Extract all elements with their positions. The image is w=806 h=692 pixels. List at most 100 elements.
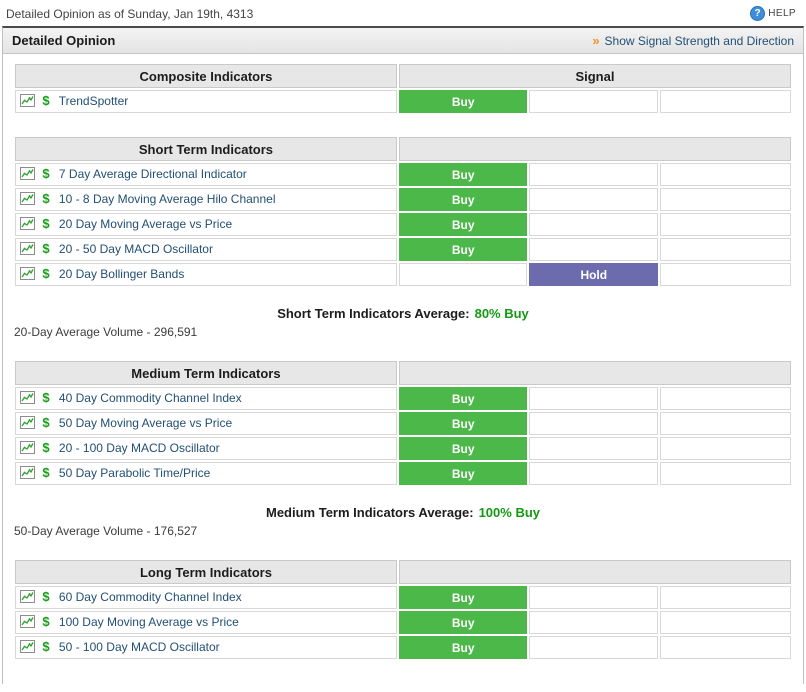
indicator-row: $ 60 Day Commodity Channel Index Buy	[15, 586, 791, 609]
quote-dollar-icon[interactable]: $	[42, 440, 50, 455]
mini-chart-icon[interactable]	[20, 590, 35, 606]
signal-cell-buy: Buy	[398, 188, 528, 211]
signal-column-header	[398, 560, 791, 584]
table-header-row: Short Term Indicators	[15, 137, 791, 161]
panel-title: Detailed Opinion	[12, 33, 116, 48]
mini-chart-icon[interactable]	[20, 217, 35, 233]
quote-dollar-icon[interactable]: $	[42, 266, 50, 281]
mini-chart-icon[interactable]	[20, 615, 35, 631]
quote-dollar-icon[interactable]: $	[42, 589, 50, 604]
indicator-link[interactable]: 50 Day Moving Average vs Price	[58, 416, 233, 430]
table-header-row: Medium Term Indicators	[15, 361, 791, 385]
indicator-table: Medium Term Indicators $ 40 Day Commodit…	[13, 359, 793, 487]
mini-chart-icon[interactable]	[20, 192, 35, 208]
signal-cell	[660, 90, 791, 113]
indicator-link[interactable]: 20 Day Bollinger Bands	[58, 267, 185, 281]
signal-column-header	[398, 137, 791, 161]
indicator-link[interactable]: 60 Day Commodity Channel Index	[58, 590, 242, 604]
signal-cell	[529, 213, 659, 236]
quote-dollar-icon[interactable]: $	[42, 465, 50, 480]
signal-cell	[529, 611, 659, 634]
signal-cell	[660, 437, 791, 460]
quote-dollar-icon[interactable]: $	[42, 390, 50, 405]
indicator-link[interactable]: 100 Day Moving Average vs Price	[58, 615, 239, 629]
indicator-section: Composite Indicators Signal $ TrendSpott…	[13, 62, 793, 115]
indicator-cell: $ 10 - 8 Day Moving Average Hilo Channel	[15, 188, 397, 211]
signal-cell	[660, 163, 791, 186]
indicator-link[interactable]: 50 - 100 Day MACD Oscillator	[58, 640, 220, 654]
help-question-icon: ?	[750, 6, 766, 21]
indicator-table: Long Term Indicators $ 60 Day Commodity …	[13, 558, 793, 661]
panel-content: Composite Indicators Signal $ TrendSpott…	[3, 54, 803, 671]
mini-chart-icon[interactable]	[20, 94, 35, 110]
quote-dollar-icon[interactable]: $	[42, 191, 50, 206]
signal-cell	[660, 263, 791, 286]
indicator-section: Short Term Indicators $ 7 Day Average Di…	[13, 135, 793, 339]
signal-cell	[529, 188, 659, 211]
signal-cell	[660, 387, 791, 410]
signal-cell	[529, 586, 659, 609]
indicator-section: Long Term Indicators $ 60 Day Commodity …	[13, 558, 793, 661]
indicator-link[interactable]: TrendSpotter	[58, 94, 129, 108]
signal-cell	[660, 188, 791, 211]
signal-cell	[660, 213, 791, 236]
section-header: Medium Term Indicators	[15, 361, 397, 385]
show-signal-strength-link[interactable]: » Show Signal Strength and Direction	[592, 33, 794, 48]
mini-chart-icon[interactable]	[20, 466, 35, 482]
indicator-row: $ 50 - 100 Day MACD Oscillator Buy	[15, 636, 791, 659]
indicator-row: $ 100 Day Moving Average vs Price Buy	[15, 611, 791, 634]
mini-chart-icon[interactable]	[20, 267, 35, 283]
indicator-link[interactable]: 20 Day Moving Average vs Price	[58, 217, 233, 231]
signal-cell-buy: Buy	[398, 611, 528, 634]
quote-dollar-icon[interactable]: $	[42, 241, 50, 256]
quote-dollar-icon[interactable]: $	[42, 614, 50, 629]
signal-cell-buy: Buy	[398, 636, 528, 659]
indicator-row: $ 7 Day Average Directional Indicator Bu…	[15, 163, 791, 186]
signal-cell	[529, 163, 659, 186]
quote-dollar-icon[interactable]: $	[42, 216, 50, 231]
signal-cell	[529, 90, 659, 113]
signal-cell-buy: Buy	[398, 90, 528, 113]
detailed-opinion-panel: Detailed Opinion » Show Signal Strength a…	[2, 26, 804, 684]
mini-chart-icon[interactable]	[20, 640, 35, 656]
signal-cell-buy: Buy	[398, 387, 528, 410]
quote-dollar-icon[interactable]: $	[42, 415, 50, 430]
quote-dollar-icon[interactable]: $	[42, 166, 50, 181]
indicator-row: $ 50 Day Parabolic Time/Price Buy	[15, 462, 791, 485]
help-link[interactable]: ? HELP	[750, 6, 796, 21]
mini-chart-icon[interactable]	[20, 242, 35, 258]
section-header: Long Term Indicators	[15, 560, 397, 584]
page-title: Detailed Opinion as of Sunday, Jan 19th,…	[6, 6, 254, 21]
indicator-row: $ 20 - 100 Day MACD Oscillator Buy	[15, 437, 791, 460]
top-bar: Detailed Opinion as of Sunday, Jan 19th,…	[0, 0, 806, 26]
indicator-link[interactable]: 20 - 100 Day MACD Oscillator	[58, 441, 220, 455]
section-average-label: Short Term Indicators Average:	[277, 306, 470, 321]
signal-cell	[660, 238, 791, 261]
quote-dollar-icon[interactable]: $	[42, 639, 50, 654]
quote-dollar-icon[interactable]: $	[42, 93, 50, 108]
indicator-link[interactable]: 20 - 50 Day MACD Oscillator	[58, 242, 213, 256]
indicator-row: $ 20 - 50 Day MACD Oscillator Buy	[15, 238, 791, 261]
signal-cell-buy: Buy	[398, 462, 528, 485]
signal-cell	[660, 462, 791, 485]
mini-chart-icon[interactable]	[20, 441, 35, 457]
section-average-label: Medium Term Indicators Average:	[266, 505, 474, 520]
indicator-link[interactable]: 40 Day Commodity Channel Index	[58, 391, 242, 405]
mini-chart-icon[interactable]	[20, 391, 35, 407]
mini-chart-icon[interactable]	[20, 416, 35, 432]
signal-cell	[529, 437, 659, 460]
mini-chart-icon[interactable]	[20, 167, 35, 183]
panel-header: Detailed Opinion » Show Signal Strength a…	[3, 28, 803, 54]
signal-cell-buy: Buy	[398, 213, 528, 236]
signal-column-header	[398, 361, 791, 385]
indicator-cell: $ 50 - 100 Day MACD Oscillator	[15, 636, 397, 659]
signal-cell-buy: Buy	[398, 412, 528, 435]
indicator-link[interactable]: 50 Day Parabolic Time/Price	[58, 466, 211, 480]
indicator-link[interactable]: 7 Day Average Directional Indicator	[58, 167, 247, 181]
average-volume-note: 50-Day Average Volume - 176,527	[14, 524, 198, 538]
indicator-link[interactable]: 10 - 8 Day Moving Average Hilo Channel	[58, 192, 276, 206]
indicator-table: Short Term Indicators $ 7 Day Average Di…	[13, 135, 793, 288]
indicator-cell: $ 20 - 50 Day MACD Oscillator	[15, 238, 397, 261]
indicator-row: $ 40 Day Commodity Channel Index Buy	[15, 387, 791, 410]
indicator-cell: $ 50 Day Parabolic Time/Price	[15, 462, 397, 485]
